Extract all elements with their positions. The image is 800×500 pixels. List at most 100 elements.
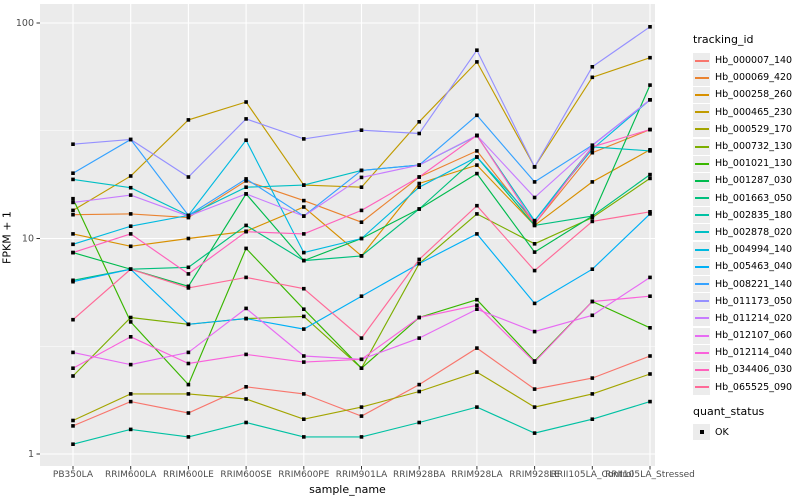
data-point	[648, 172, 652, 177]
legend-entry: Hb_065525_090	[693, 379, 799, 396]
legend-key-line-icon	[693, 155, 710, 172]
legend-entry-label: Hb_002878_020	[715, 226, 793, 238]
data-point	[590, 145, 595, 149]
legend-key-line-icon	[693, 172, 710, 189]
data-point	[71, 212, 75, 217]
data-point	[417, 382, 421, 387]
data-point	[475, 405, 479, 409]
legend-line-swatch	[694, 111, 709, 114]
legend-entry-label: Hb_000465_230	[715, 106, 793, 118]
data-point	[532, 405, 537, 409]
data-point	[244, 352, 248, 357]
data-point	[71, 232, 75, 236]
legend-line-swatch	[694, 300, 709, 303]
data-point	[532, 195, 537, 200]
data-point	[128, 315, 133, 320]
data-point	[71, 200, 75, 205]
data-point	[186, 214, 191, 218]
data-point	[244, 316, 248, 321]
data-point	[302, 232, 306, 236]
quant-status-label: OK	[715, 426, 729, 438]
data-point	[417, 163, 421, 167]
data-point	[359, 175, 364, 180]
data-point	[244, 275, 248, 280]
data-point	[359, 366, 364, 370]
data-point	[302, 327, 306, 331]
data-point	[417, 315, 421, 320]
data-point	[590, 180, 595, 184]
data-point	[302, 214, 306, 218]
x-axis-title: sample_name	[309, 483, 386, 496]
black-square-marker-icon	[699, 430, 704, 435]
legend-line-swatch	[694, 351, 709, 354]
legend-key-line-icon	[693, 52, 710, 69]
data-point	[244, 192, 248, 196]
legend-entry-label: Hb_065525_090	[715, 381, 793, 393]
data-point	[590, 267, 595, 271]
data-point	[590, 147, 595, 151]
x-tick-label: RRIM928LA	[451, 470, 503, 480]
data-point	[244, 177, 248, 181]
data-point	[71, 350, 75, 355]
data-point	[128, 185, 133, 190]
data-point	[71, 279, 75, 284]
data-point	[71, 177, 75, 182]
data-point	[475, 155, 479, 159]
data-point	[648, 176, 652, 181]
data-point	[302, 205, 306, 209]
legend-entry: Hb_001021_130	[693, 155, 799, 172]
quant-status-entries: OK	[693, 424, 799, 441]
legend-entry: Hb_011173_050	[693, 293, 799, 310]
legend-entry-label: Hb_001287_030	[715, 175, 793, 187]
data-point	[244, 246, 248, 251]
data-point	[532, 242, 537, 246]
data-point	[128, 137, 133, 142]
legend-key-line-icon	[693, 327, 710, 344]
legend-entry-label: Hb_005463_040	[715, 261, 793, 273]
x-tick-label: RRIM600SE	[220, 470, 272, 480]
data-point	[359, 236, 364, 241]
data-point	[244, 229, 248, 234]
legend-entry: Hb_000465_230	[693, 104, 799, 121]
y-tick-label: 100	[16, 18, 34, 29]
data-point	[302, 360, 306, 364]
data-point	[71, 208, 75, 213]
data-point	[590, 392, 595, 396]
legend-entry: Hb_034406_030	[693, 361, 799, 378]
legend-key-line-icon	[693, 310, 710, 327]
plot-panel	[40, 4, 655, 466]
legend-entry: Hb_000732_130	[693, 138, 799, 155]
legend-entry: Hb_001663_050	[693, 190, 799, 207]
data-point	[648, 275, 652, 280]
legend-key-line-icon	[693, 258, 710, 275]
data-point	[648, 326, 652, 330]
data-point	[302, 417, 306, 421]
legend-title-quant-status: quant_status	[693, 404, 765, 418]
legend-key-line-icon	[693, 379, 710, 396]
data-point	[244, 117, 248, 121]
data-point	[128, 212, 133, 216]
data-point	[71, 366, 75, 370]
data-point	[244, 385, 248, 389]
data-point	[532, 329, 537, 334]
data-point	[186, 435, 191, 439]
data-point	[359, 405, 364, 409]
data-point	[648, 83, 652, 87]
x-tick-label: RRIM928LE	[509, 470, 560, 480]
data-point	[128, 267, 133, 271]
legend-line-swatch	[694, 128, 709, 131]
legend-entry-label: Hb_002835_180	[715, 209, 793, 221]
data-point	[417, 120, 421, 124]
legend-entry: Hb_002878_020	[693, 224, 799, 241]
data-point	[417, 261, 421, 266]
data-point	[532, 431, 537, 435]
legend-entry-label: Hb_012107_060	[715, 330, 793, 342]
legend-entry-label: Hb_012114_040	[715, 347, 793, 359]
data-point	[648, 212, 652, 216]
legend-line-swatch	[694, 368, 709, 371]
x-tick-label: RRIM600PE	[278, 470, 330, 480]
data-point	[186, 392, 191, 396]
x-tick-label: RRIM600LE	[163, 470, 214, 480]
data-point	[417, 389, 421, 394]
legend-line-swatch	[694, 214, 709, 217]
